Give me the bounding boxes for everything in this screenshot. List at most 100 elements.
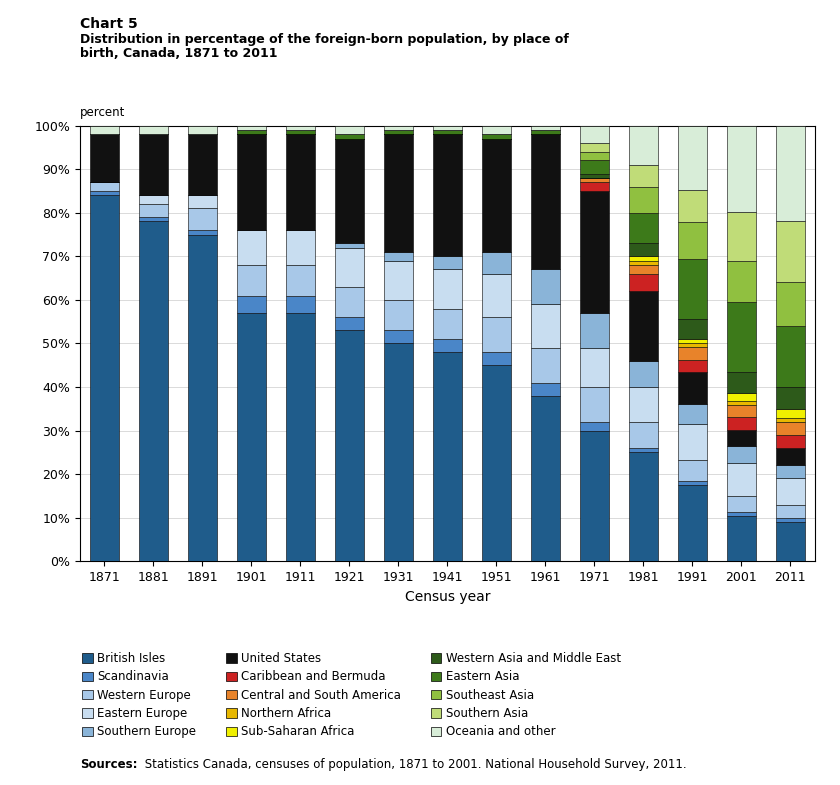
Bar [433, 126, 462, 130]
Bar [580, 348, 609, 387]
Bar [433, 256, 462, 269]
Bar [580, 191, 609, 313]
Bar [628, 243, 658, 256]
Bar [628, 452, 658, 561]
Bar [678, 222, 707, 259]
Bar [580, 430, 609, 561]
Bar [237, 126, 266, 130]
Bar [580, 143, 609, 152]
Bar [678, 348, 707, 360]
Text: Statistics Canada, censuses of population, 1871 to 2001. National Household Surv: Statistics Canada, censuses of populatio… [141, 758, 687, 771]
Bar [727, 495, 756, 512]
Bar [433, 130, 462, 134]
Bar [678, 339, 707, 344]
Bar [678, 126, 707, 190]
Bar [481, 126, 511, 134]
Bar [237, 134, 266, 230]
Bar [384, 344, 413, 561]
Bar [237, 230, 266, 265]
Bar [334, 243, 364, 247]
X-axis label: Census year: Census year [405, 590, 490, 604]
Text: Chart 5: Chart 5 [80, 17, 138, 31]
Bar [775, 422, 805, 435]
Bar [237, 295, 266, 313]
Bar [580, 178, 609, 182]
Bar [727, 418, 756, 429]
Bar [334, 126, 364, 134]
Bar [286, 230, 315, 265]
Bar [628, 387, 658, 422]
Bar [678, 360, 707, 371]
Bar [481, 252, 511, 274]
Bar [139, 217, 168, 221]
Bar [286, 130, 315, 134]
Bar [628, 448, 658, 452]
Bar [628, 361, 658, 387]
Bar [727, 261, 756, 302]
Bar [580, 160, 609, 173]
Bar [775, 409, 805, 418]
Bar [775, 466, 805, 479]
Bar [90, 191, 119, 195]
Bar [580, 387, 609, 422]
Bar [481, 139, 511, 252]
Bar [481, 134, 511, 139]
Bar [775, 522, 805, 561]
Bar [775, 435, 805, 448]
Bar [433, 352, 462, 561]
Bar [384, 261, 413, 300]
Bar [531, 269, 560, 305]
Bar [628, 265, 658, 274]
Bar [775, 387, 805, 409]
Bar [628, 422, 658, 448]
Bar [580, 173, 609, 178]
Bar [678, 190, 707, 222]
Bar [678, 484, 707, 561]
Bar [775, 505, 805, 518]
Bar [334, 317, 364, 330]
Bar [139, 134, 168, 195]
Bar [433, 269, 462, 309]
Bar [384, 126, 413, 130]
Bar [775, 479, 805, 505]
Bar [628, 213, 658, 243]
Bar [531, 126, 560, 130]
Bar [90, 182, 119, 191]
Bar [727, 516, 756, 561]
Bar [775, 326, 805, 387]
Bar [727, 405, 756, 418]
Bar [727, 392, 756, 401]
Bar [187, 126, 217, 134]
Bar [334, 287, 364, 317]
Bar [334, 139, 364, 243]
Bar [286, 265, 315, 295]
Bar [334, 330, 364, 561]
Text: birth, Canada, 1871 to 2011: birth, Canada, 1871 to 2011 [80, 47, 277, 60]
Bar [384, 252, 413, 261]
Bar [628, 261, 658, 265]
Bar [334, 247, 364, 287]
Bar [481, 274, 511, 317]
Bar [628, 256, 658, 261]
Bar [678, 259, 707, 319]
Bar [139, 195, 168, 204]
Bar [481, 317, 511, 352]
Bar [628, 291, 658, 361]
Bar [286, 126, 315, 130]
Bar [237, 130, 266, 134]
Bar [628, 274, 658, 291]
Bar [384, 134, 413, 252]
Bar [531, 382, 560, 396]
Bar [580, 152, 609, 160]
Bar [727, 429, 756, 446]
Bar [775, 221, 805, 283]
Bar [678, 371, 707, 404]
Bar [433, 339, 462, 352]
Bar [90, 134, 119, 182]
Bar [678, 424, 707, 461]
Bar [727, 126, 756, 212]
Bar [531, 130, 560, 134]
Bar [775, 518, 805, 522]
Bar [727, 372, 756, 392]
Text: Distribution in percentage of the foreign-born population, by place of: Distribution in percentage of the foreig… [80, 33, 569, 46]
